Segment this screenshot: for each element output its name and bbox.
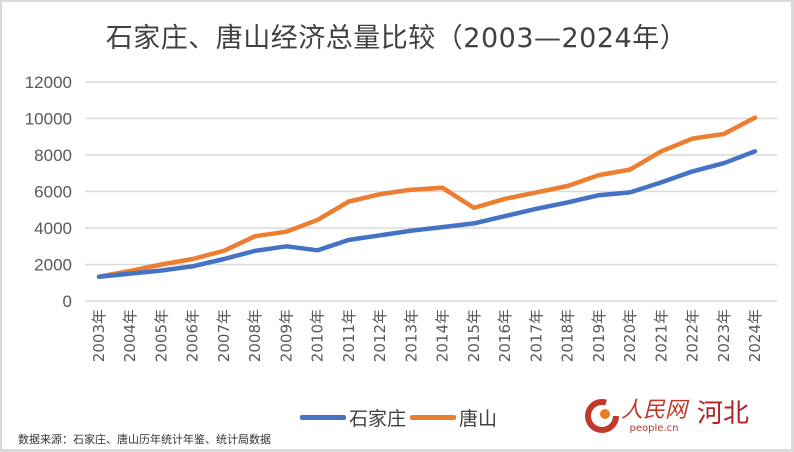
x-tick-label: 2022年 xyxy=(684,309,702,362)
series-lines xyxy=(96,115,758,279)
series-line-tangshan xyxy=(96,115,758,279)
y-tick-label: 2000 xyxy=(34,256,72,275)
data-source-note: 数据来源：石家庄、唐山历年统计年鉴、统计局数据 xyxy=(18,433,271,446)
x-tick-label: 2003年 xyxy=(90,309,108,362)
x-tick-label: 2023年 xyxy=(715,309,733,362)
legend-swatch-shijiazhuang xyxy=(300,415,346,420)
x-tick-label: 2012年 xyxy=(371,309,389,362)
y-tick-label: 8000 xyxy=(34,146,72,165)
x-tick-label: 2024年 xyxy=(746,309,764,362)
x-tick-label: 2011年 xyxy=(340,309,358,362)
y-tick-label: 0 xyxy=(63,292,72,311)
x-tick-label: 2008年 xyxy=(246,309,264,362)
x-tick-label: 2017年 xyxy=(527,309,545,362)
y-tick-label: 4000 xyxy=(34,219,72,238)
x-tick-label: 2020年 xyxy=(621,309,639,362)
legend-item-tangshan: 唐山 xyxy=(410,404,497,431)
y-axis-ticks: 0 2000 4000 6000 8000 10000 12000 xyxy=(25,73,72,311)
people-cn-hebei-logo: 人民网 people.cn 河北 xyxy=(585,399,749,434)
y-tick-label: 10000 xyxy=(25,110,72,129)
x-tick-label: 2013年 xyxy=(402,309,420,362)
x-tick-label: 2014年 xyxy=(434,309,452,362)
legend-label-shijiazhuang: 石家庄 xyxy=(349,408,407,430)
x-tick-label: 2015年 xyxy=(465,309,483,362)
x-tick-label: 2010年 xyxy=(309,309,327,362)
y-tick-label: 6000 xyxy=(34,183,72,202)
x-tick-label: 2019年 xyxy=(590,309,608,362)
x-tick-label: 2004年 xyxy=(121,309,139,362)
x-tick-label: 2009年 xyxy=(277,309,295,362)
legend-item-shijiazhuang: 石家庄 xyxy=(300,404,406,431)
legend: 石家庄 唐山 xyxy=(300,404,501,431)
legend-label-tangshan: 唐山 xyxy=(459,408,498,430)
people-logo-icon xyxy=(585,399,619,433)
x-tick-label: 2021年 xyxy=(652,309,670,362)
x-axis-ticks: 2003年 2004年 2005年 2006年 2007年 2008年 2009年 2010年… xyxy=(90,309,764,362)
x-tick-label: 2005年 xyxy=(152,309,170,362)
x-tick-label: 2016年 xyxy=(496,309,514,362)
y-tick-label: 12000 xyxy=(25,73,72,92)
logo-name: 人民网 xyxy=(621,398,688,423)
legend-swatch-tangshan xyxy=(410,415,457,420)
series-line-shijiazhuang xyxy=(96,149,758,279)
logo-url: people.cn xyxy=(629,423,679,434)
x-tick-label: 2018年 xyxy=(559,309,577,362)
x-tick-label: 2006年 xyxy=(184,309,202,362)
chart-title: 石家庄、唐山经济总量比较（2003—2024年） xyxy=(105,23,688,54)
logo-region: 河北 xyxy=(697,399,750,429)
x-tick-label: 2007年 xyxy=(215,309,233,362)
